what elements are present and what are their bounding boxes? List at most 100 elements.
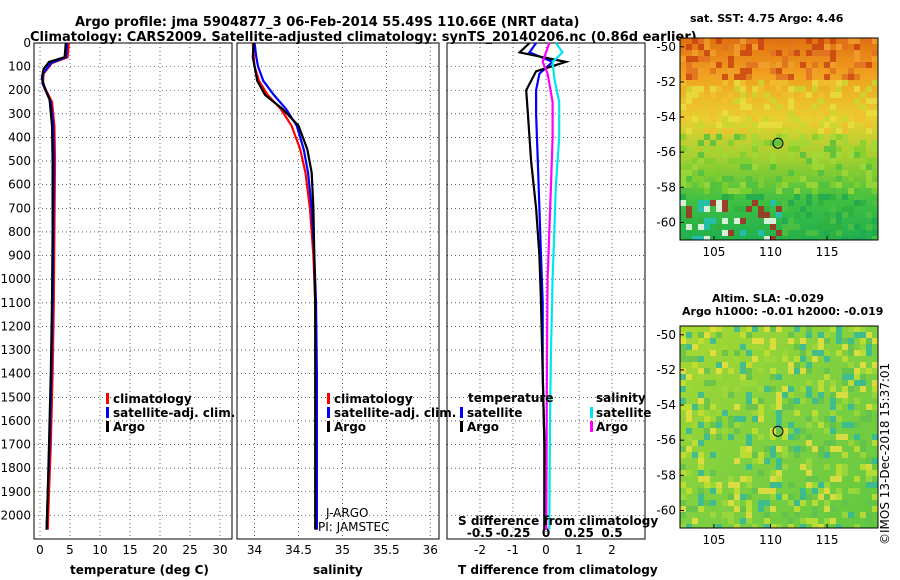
map-cell (806, 416, 812, 422)
map-cell (752, 44, 758, 50)
map-cell (788, 362, 794, 368)
map-cell (866, 368, 872, 374)
map-cell (800, 338, 806, 344)
map-cell (848, 440, 854, 446)
map-cell (866, 482, 872, 488)
map-cell (830, 158, 836, 164)
map-cell (866, 470, 872, 476)
map-cell (770, 404, 776, 410)
map-cell (770, 50, 776, 56)
map-cell (716, 434, 722, 440)
map-cell (692, 362, 698, 368)
map-cell (758, 194, 764, 200)
map-cell (818, 224, 824, 230)
map-cell (740, 128, 746, 134)
map-cell (806, 92, 812, 98)
map-cell (818, 44, 824, 50)
map-cell (770, 68, 776, 74)
map-cell (872, 380, 878, 386)
map-cell (686, 146, 692, 152)
map-cell (842, 344, 848, 350)
map-cell (800, 398, 806, 404)
map-cell (752, 524, 758, 528)
map-cell (734, 506, 740, 512)
map-cell (872, 38, 878, 44)
map-cell (728, 56, 734, 62)
depth-axis: 0 100 200 300 400 500 600 700 800 900 1000 1100 1200… (0, 36, 31, 522)
map-cell (740, 374, 746, 380)
map-cell (704, 344, 710, 350)
map-cell (788, 518, 794, 524)
map-cell (782, 134, 788, 140)
map-cell (710, 218, 716, 224)
map-cell (836, 92, 842, 98)
map-cell (866, 86, 872, 92)
map-cell (764, 98, 770, 104)
map-cell (752, 62, 758, 68)
map-cell (686, 74, 692, 80)
map-cell (758, 176, 764, 182)
map-cell (704, 332, 710, 338)
map-cell (698, 86, 704, 92)
lon-tick-label: 115 (816, 245, 839, 259)
map-cell (728, 392, 734, 398)
map-cell (752, 134, 758, 140)
map-cell (818, 128, 824, 134)
map-cell (872, 170, 878, 176)
map-cell (752, 92, 758, 98)
map-cell (746, 476, 752, 482)
map-cell (680, 188, 686, 194)
map-cell (824, 332, 830, 338)
map-cell (770, 494, 776, 500)
map-cell (794, 512, 800, 518)
map-cell (872, 338, 878, 344)
map-cell (680, 182, 686, 188)
map-cell (698, 452, 704, 458)
map-cell (752, 164, 758, 170)
x-tick-label: 30 (212, 543, 227, 557)
map-cell (848, 512, 854, 518)
map-cell (788, 170, 794, 176)
map-cell (836, 80, 842, 86)
s-diff-tick-label: -0.25 (496, 526, 531, 540)
map-cell (782, 494, 788, 500)
map-cell (728, 434, 734, 440)
map-cell (812, 62, 818, 68)
map-cell (860, 146, 866, 152)
map-cell (752, 380, 758, 386)
map-cell (806, 494, 812, 500)
map-cell (746, 344, 752, 350)
map-cell (824, 116, 830, 122)
map-cell (824, 482, 830, 488)
map-cell (830, 62, 836, 68)
map-cell (776, 392, 782, 398)
map-cell (686, 374, 692, 380)
map-cell (866, 128, 872, 134)
map-cell (818, 524, 824, 528)
map-cell (776, 134, 782, 140)
map-cell (752, 488, 758, 494)
map-cell (866, 182, 872, 188)
sst-map-frame (679, 37, 879, 241)
map-cell (722, 104, 728, 110)
map-cell (686, 410, 692, 416)
map-cell (794, 236, 800, 240)
map-cell (788, 422, 794, 428)
map-cell (860, 332, 866, 338)
map-cell (872, 458, 878, 464)
map-cell (776, 524, 782, 528)
x-tick-label: 0 (36, 543, 44, 557)
map-cell (776, 104, 782, 110)
map-cell (836, 494, 842, 500)
map-cell (710, 380, 716, 386)
map-cell (812, 104, 818, 110)
x-axes: 0 5 10 15 20 25 30 34 34.5 35 35.5 36 -2 -1 0 1 2 -0.5 -0.… (36, 526, 622, 557)
map-cell (788, 200, 794, 206)
map-cell (740, 86, 746, 92)
map-cell (848, 74, 854, 80)
map-cell (692, 404, 698, 410)
map-cell (698, 500, 704, 506)
map-cell (860, 374, 866, 380)
map-cell (776, 422, 782, 428)
map-cell (794, 116, 800, 122)
